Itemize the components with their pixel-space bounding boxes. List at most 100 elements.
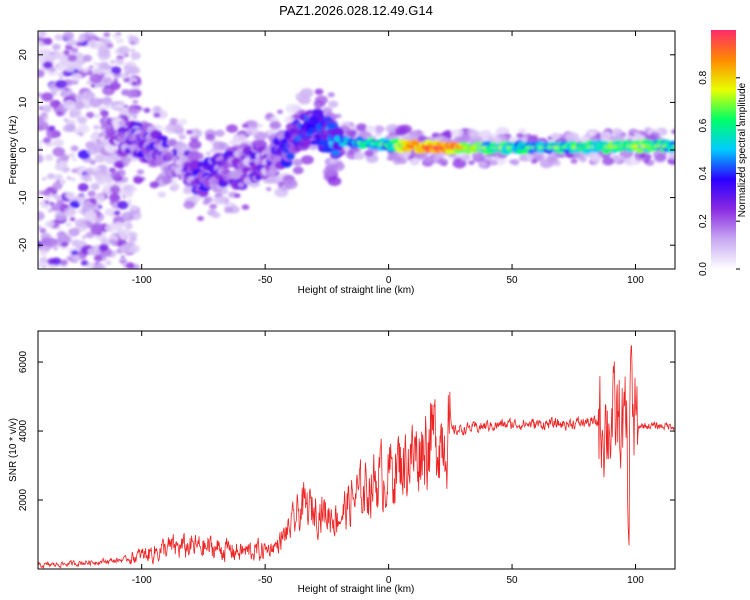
- colorbar-label: Normalized spectral amplitude: [737, 82, 748, 217]
- spectrogram-cell: [173, 123, 183, 130]
- spectrogram-cell: [348, 125, 356, 131]
- spectrogram-cell: [423, 156, 433, 163]
- spectrogram-cell: [53, 194, 62, 201]
- spectrogram-cell: [489, 159, 498, 166]
- spectrogram-cell: [241, 204, 250, 210]
- snr-y-tick-label: 6000: [18, 350, 29, 373]
- spectrogram-cell: [655, 153, 667, 162]
- spectrogram-cell: [74, 218, 87, 228]
- spectrogram-cell: [313, 99, 326, 108]
- colorbar-tick-label: 0.8: [698, 70, 709, 84]
- spectrogram-y-axis-label: Frequency (Hz): [8, 116, 19, 185]
- spectrogram-cell: [120, 156, 132, 165]
- spectrogram-cell: [78, 132, 84, 137]
- spectrogram-cell: [161, 176, 173, 185]
- spectrogram-cell: [130, 41, 136, 45]
- spectrogram-cell: [119, 243, 133, 254]
- spectrogram-cell: [39, 49, 44, 53]
- spectrogram-cell: [224, 206, 234, 214]
- spectrogram-cell: [196, 215, 205, 222]
- spectrogram-x-tick-label: -100: [132, 275, 152, 286]
- spectrogram-cells: [38, 31, 675, 269]
- spectrogram-cell: [71, 168, 78, 174]
- spectrogram-cell: [354, 153, 364, 160]
- spectrogram-x-tick-label: 0: [386, 275, 392, 286]
- colorbar: 0.0 0.2 0.4 0.6 0.8 Normalized spectral ampl…: [698, 30, 748, 276]
- spectrogram-cell: [44, 154, 54, 162]
- spectrogram-cell: [53, 246, 58, 251]
- spectrogram-cell: [87, 177, 93, 182]
- spectrogram-cell: [214, 129, 225, 137]
- spectrogram-cell: [55, 79, 67, 89]
- snr-series-line: [38, 345, 675, 569]
- spectrogram-cell: [518, 128, 526, 134]
- spectrogram-cell: [97, 50, 111, 61]
- spectrogram-cell: [580, 135, 591, 143]
- spectrogram-cell: [48, 51, 54, 56]
- spectrogram-cell: [89, 73, 103, 84]
- spectrogram-cell: [43, 61, 53, 69]
- spectrogram-cell: [285, 103, 300, 114]
- spectrogram-cell: [467, 128, 478, 137]
- spectrogram-y-tick-label: 10: [18, 96, 29, 108]
- spectrogram-cell: [322, 167, 337, 177]
- spectrogram-cell: [600, 131, 612, 140]
- spectrogram-cell: [38, 190, 44, 196]
- spectrogram-cell: [159, 135, 168, 142]
- spectrogram-cell: [312, 108, 324, 118]
- spectrogram-cell: [129, 48, 136, 54]
- spectrogram-cell: [38, 116, 45, 125]
- spectrogram-cell: [38, 69, 45, 78]
- spectrogram-cell: [77, 124, 90, 134]
- spectrogram-cell: [121, 211, 134, 222]
- spectrogram-cell: [115, 58, 125, 66]
- spectrogram-cell: [109, 185, 121, 194]
- spectrogram-cell: [153, 112, 161, 118]
- spectrogram-cell: [234, 193, 241, 198]
- spectrogram-cell: [100, 112, 106, 116]
- spectrogram-cell: [54, 63, 61, 68]
- spectrogram-cell: [314, 88, 324, 95]
- spectrogram-cell: [83, 210, 96, 220]
- spectrogram-cell: [46, 129, 59, 139]
- spectrogram-cell: [71, 254, 80, 262]
- spectrogram-cell: [308, 128, 316, 134]
- spectrogram-cell: [588, 130, 596, 137]
- spectrogram-cell: [38, 154, 44, 164]
- spectrogram-cell: [69, 200, 81, 209]
- snr-x-tick-label: 0: [386, 575, 392, 586]
- spectrogram-cell: [54, 211, 68, 221]
- colorbar-tick-label: 0.4: [698, 166, 709, 180]
- spectrogram-cell: [178, 134, 187, 140]
- spectrogram-cell: [59, 179, 66, 185]
- spectrogram-cell: [66, 176, 72, 180]
- spectrogram-cell: [565, 152, 574, 159]
- spectrogram-cell: [115, 37, 124, 44]
- spectrogram-cell: [510, 159, 520, 166]
- spectrogram-cell: [132, 115, 138, 120]
- spectrogram-cell: [418, 135, 427, 142]
- spectrogram-cell: [292, 166, 304, 175]
- spectrogram-cell: [65, 191, 76, 200]
- spectrogram-cell: [388, 156, 395, 161]
- spectrogram-cell: [81, 201, 95, 212]
- spectrogram-cell: [318, 138, 329, 147]
- spectrogram-cell: [93, 254, 103, 262]
- snr-x-tick-label: 50: [506, 575, 518, 586]
- spectrogram-cell: [39, 256, 49, 264]
- chart-title: PAZ1.2026.028.12.49.G14: [279, 3, 433, 18]
- spectrogram-cell: [276, 109, 284, 114]
- spectrogram-cell: [39, 250, 48, 257]
- spectrogram-cell: [90, 84, 96, 88]
- spectrogram-cell: [116, 103, 124, 109]
- spectrogram-cell: [452, 158, 467, 169]
- spectrogram-cell: [51, 140, 57, 146]
- spectrogram-cell: [374, 125, 385, 133]
- colorbar-tick-label: 0.0: [698, 262, 709, 276]
- spectrogram-cell: [82, 54, 93, 62]
- spectrogram-cell: [518, 154, 528, 162]
- spectrogram-cell: [38, 31, 48, 39]
- spectrogram-cell: [68, 152, 76, 158]
- spectrogram-cell: [136, 169, 145, 175]
